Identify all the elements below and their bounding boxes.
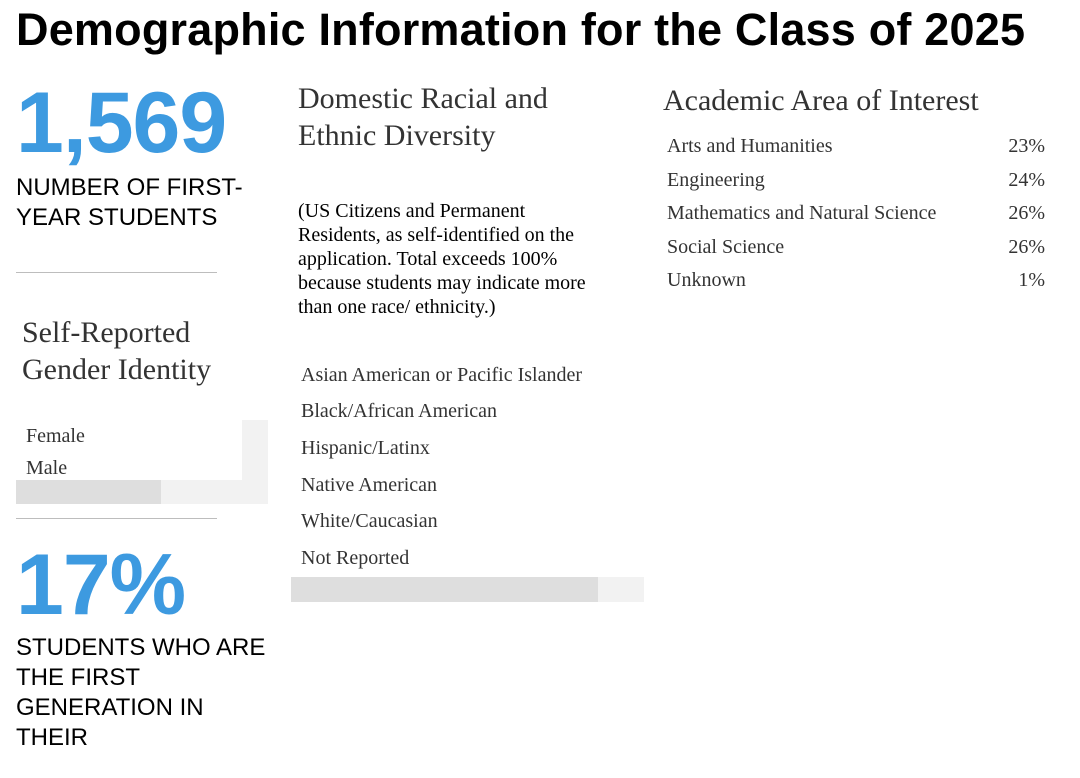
- race-row: Native American: [301, 474, 438, 496]
- race-horizontal-scrollbar-thumb[interactable]: [291, 577, 598, 602]
- race-note: (US Citizens and Permanent Residents, as…: [298, 200, 586, 318]
- academic-area-label: Engineering: [667, 168, 765, 191]
- academic-area-label: Unknown: [667, 269, 746, 292]
- race-row: Hispanic/Latinx: [301, 437, 430, 459]
- table-row: Arts and Humanities 23%: [667, 135, 1045, 169]
- gender-table: Female Male: [16, 420, 268, 504]
- table-row: Engineering 24%: [667, 169, 1045, 203]
- table-row: Mathematics and Natural Science 26%: [667, 202, 1045, 236]
- table-row: Social Science 26%: [667, 236, 1045, 270]
- section-divider: [16, 518, 217, 519]
- academic-area-percent: 26%: [1008, 202, 1045, 225]
- first-generation-caption: STUDENTS WHO ARE THE FIRST GENERATION IN…: [16, 634, 266, 751]
- gender-row-male: Male: [26, 457, 68, 479]
- academic-area-percent: 24%: [1008, 168, 1045, 191]
- academic-table: Arts and Humanities 23% Engineering 24% …: [667, 135, 1045, 303]
- academic-area-percent: 1%: [1018, 269, 1045, 292]
- first-generation-percent: 17%: [16, 537, 186, 633]
- race-table: Asian American or Pacific Islander Black…: [291, 360, 644, 602]
- race-row: White/Caucasian: [301, 510, 438, 532]
- academic-area-percent: 26%: [1008, 235, 1045, 258]
- table-row: Unknown 1%: [667, 269, 1045, 303]
- academic-area-label: Mathematics and Natural Science: [667, 202, 937, 225]
- race-row: Black/African American: [301, 400, 498, 422]
- academic-area-percent: 23%: [1008, 135, 1045, 157]
- race-row: Asian American or Pacific Islander: [301, 364, 583, 386]
- section-divider: [16, 272, 217, 273]
- academic-area-label: Arts and Humanities: [667, 135, 833, 157]
- page-title: Demographic Information for the Class of…: [16, 4, 1026, 55]
- academic-area-label: Social Science: [667, 235, 785, 258]
- gender-heading: Self-Reported Gender Identity: [22, 316, 212, 386]
- gender-row-female: Female: [26, 425, 85, 447]
- race-heading: Domestic Racial and Ethnic Diversity: [298, 82, 548, 152]
- gender-horizontal-scrollbar-thumb[interactable]: [16, 480, 161, 504]
- first-year-caption: NUMBER OF FIRST-YEAR STUDENTS: [16, 174, 243, 231]
- academic-heading: Academic Area of Interest: [663, 84, 979, 117]
- race-row: Not Reported: [301, 547, 410, 569]
- first-year-count: 1,569: [16, 75, 227, 171]
